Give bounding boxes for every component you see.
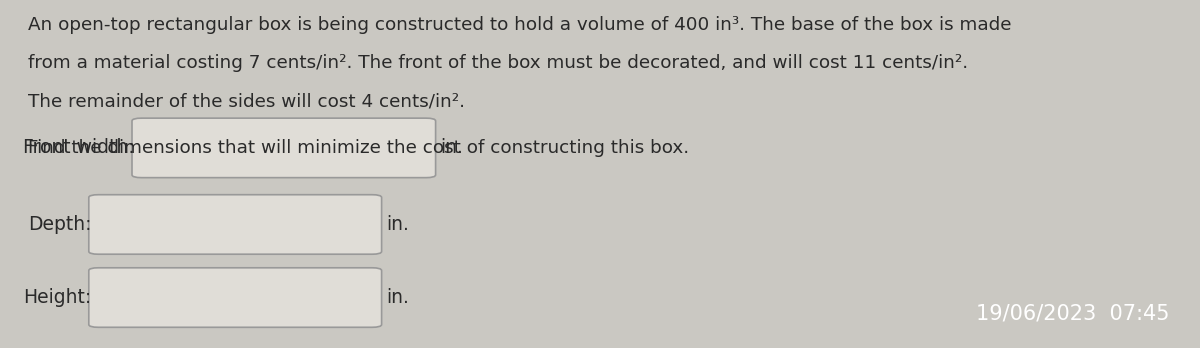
Text: An open-top rectangular box is being constructed to hold a volume of 400 in³. Th: An open-top rectangular box is being con… xyxy=(28,16,1012,34)
FancyBboxPatch shape xyxy=(89,268,382,327)
Text: in.: in. xyxy=(386,288,409,307)
Text: from a material costing 7 cents/in². The front of the box must be decorated, and: from a material costing 7 cents/in². The… xyxy=(28,54,967,72)
Text: in.: in. xyxy=(440,139,463,157)
Text: Front width:: Front width: xyxy=(23,139,134,157)
Text: Height:: Height: xyxy=(23,288,91,307)
Text: in.: in. xyxy=(386,215,409,234)
Text: Find the dimensions that will minimize the cost of constructing this box.: Find the dimensions that will minimize t… xyxy=(28,139,689,157)
Text: 19/06/2023  07:45: 19/06/2023 07:45 xyxy=(977,303,1170,323)
Text: The remainder of the sides will cost 4 cents/in².: The remainder of the sides will cost 4 c… xyxy=(28,92,464,110)
FancyBboxPatch shape xyxy=(89,195,382,254)
FancyBboxPatch shape xyxy=(132,118,436,178)
Text: Depth:: Depth: xyxy=(28,215,91,234)
